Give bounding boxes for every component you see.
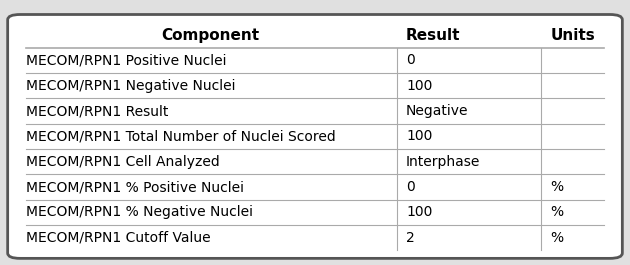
Text: MECOM/RPN1 % Negative Nuclei: MECOM/RPN1 % Negative Nuclei — [26, 205, 253, 219]
Text: 100: 100 — [406, 205, 432, 219]
Text: Component: Component — [161, 28, 259, 43]
Text: Result: Result — [406, 28, 461, 43]
Text: %: % — [550, 205, 563, 219]
Text: MECOM/RPN1 Negative Nuclei: MECOM/RPN1 Negative Nuclei — [26, 79, 236, 93]
Text: 100: 100 — [406, 79, 432, 93]
Text: Negative: Negative — [406, 104, 469, 118]
Text: MECOM/RPN1 Total Number of Nuclei Scored: MECOM/RPN1 Total Number of Nuclei Scored — [26, 129, 336, 143]
Text: 0: 0 — [406, 53, 415, 67]
Text: 2: 2 — [406, 231, 415, 245]
Text: MECOM/RPN1 Cell Analyzed: MECOM/RPN1 Cell Analyzed — [26, 155, 220, 169]
Text: MECOM/RPN1 Result: MECOM/RPN1 Result — [26, 104, 169, 118]
Text: MECOM/RPN1 Positive Nuclei: MECOM/RPN1 Positive Nuclei — [26, 53, 227, 67]
Text: MECOM/RPN1 Cutoff Value: MECOM/RPN1 Cutoff Value — [26, 231, 211, 245]
Text: %: % — [550, 180, 563, 194]
Text: 100: 100 — [406, 129, 432, 143]
Text: 0: 0 — [406, 180, 415, 194]
Text: %: % — [550, 231, 563, 245]
Text: MECOM/RPN1 % Positive Nuclei: MECOM/RPN1 % Positive Nuclei — [26, 180, 244, 194]
FancyBboxPatch shape — [8, 15, 622, 258]
Text: Interphase: Interphase — [406, 155, 480, 169]
Text: Units: Units — [550, 28, 595, 43]
